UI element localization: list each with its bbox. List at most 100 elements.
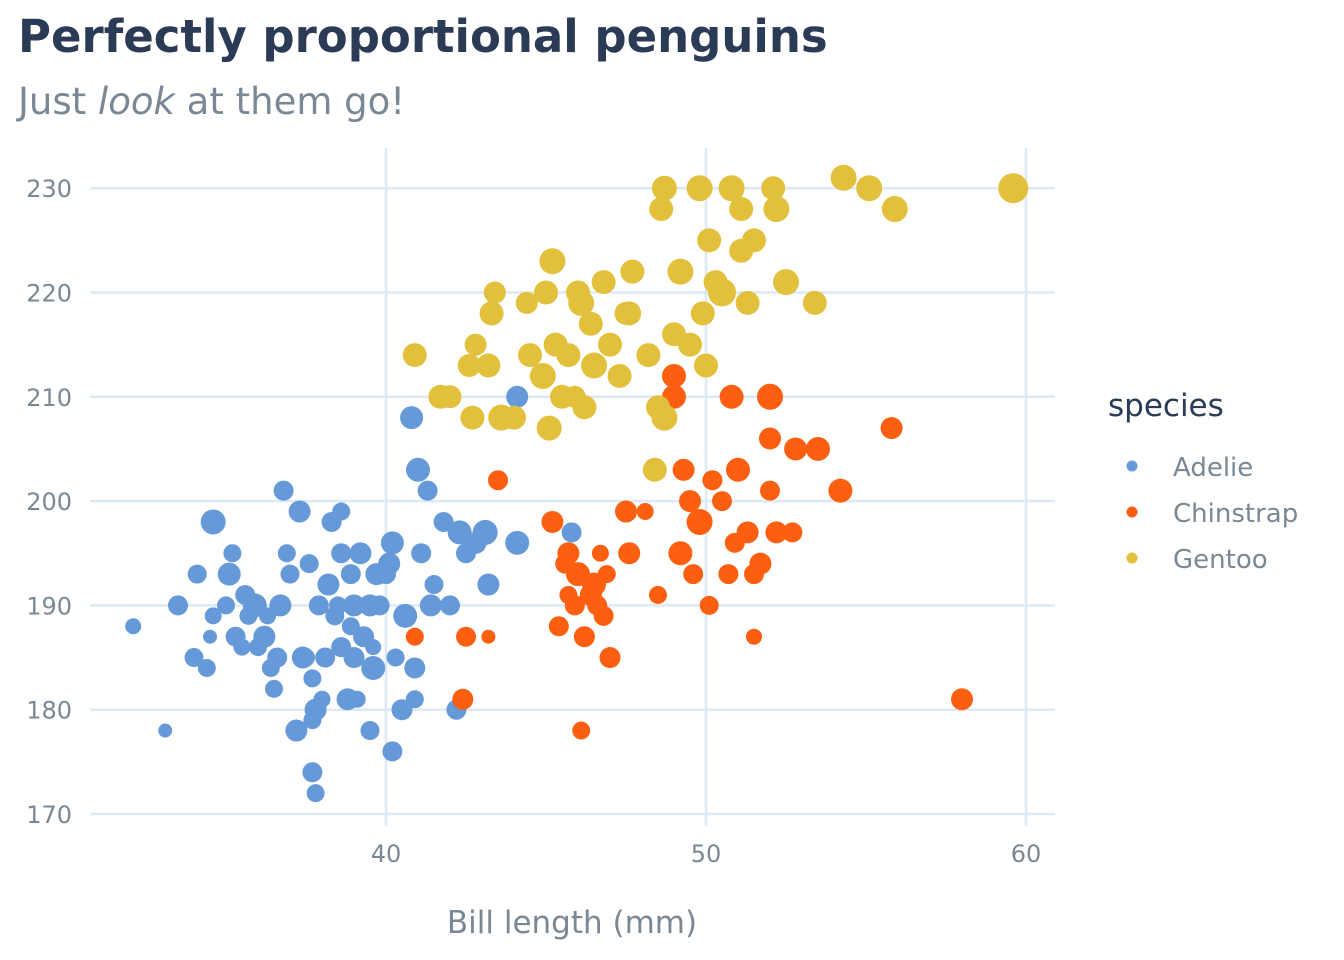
gentoo-point-29 xyxy=(636,343,661,368)
legend: species Adelie Chinstrap Gentoo xyxy=(1108,388,1298,575)
chinstrap-point-37 xyxy=(749,552,772,575)
series-gentoo xyxy=(402,164,1029,482)
gentoo-point-23 xyxy=(581,352,607,379)
chinstrap-point-3 xyxy=(481,629,496,644)
y-tick-label-6: 230 xyxy=(26,175,72,203)
adelie-point-25 xyxy=(280,564,300,584)
gentoo-point-14 xyxy=(534,280,558,305)
series-chinstrap xyxy=(405,363,973,740)
adelie-point-67 xyxy=(477,573,500,596)
gentoo-point-41 xyxy=(729,197,754,222)
chinstrap-point-32 xyxy=(718,564,739,585)
adelie-point-44 xyxy=(349,542,372,565)
adelie-point-56 xyxy=(404,657,426,679)
x-tick-label-2: 60 xyxy=(1011,840,1042,868)
gentoo-point-42 xyxy=(735,290,760,315)
x-tick-label-0: 40 xyxy=(371,840,402,868)
y-tick-label-2: 190 xyxy=(26,592,72,620)
chinstrap-point-1 xyxy=(452,688,474,710)
x-axis-title: Bill length (mm) xyxy=(447,905,697,941)
chinstrap-point-29 xyxy=(699,595,719,615)
gentoo-point-40 xyxy=(718,175,745,202)
adelie-point-66 xyxy=(472,519,498,545)
chart-title: Perfectly proportional penguins xyxy=(18,10,828,63)
adelie-point-29 xyxy=(299,554,319,574)
y-tick-label-3: 200 xyxy=(26,488,72,516)
legend-label-adelie: Adelie xyxy=(1173,453,1253,483)
adelie-point-62 xyxy=(440,595,460,616)
adelie-point-10 xyxy=(217,562,241,586)
adelie-point-55 xyxy=(400,406,424,430)
chinstrap-point-11 xyxy=(572,721,591,740)
adelie-point-6 xyxy=(203,629,217,644)
gentoo-point-28 xyxy=(620,259,645,284)
gentoo-point-30 xyxy=(642,457,667,482)
gentoo-point-58 xyxy=(703,270,728,295)
chinstrap-point-22 xyxy=(662,363,686,388)
data-points xyxy=(125,164,1029,803)
adelie-point-61 xyxy=(433,511,454,532)
adelie-point-38 xyxy=(329,596,347,615)
adelie-point-79 xyxy=(291,646,314,669)
adelie-point-81 xyxy=(302,762,323,783)
chinstrap-point-52 xyxy=(587,595,608,616)
legend-key-gentoo xyxy=(1126,552,1138,564)
chinstrap-point-4 xyxy=(488,470,508,491)
chinstrap-point-5 xyxy=(541,510,564,533)
chinstrap-point-21 xyxy=(649,585,667,604)
adelie-point-86 xyxy=(405,690,424,709)
adelie-point-70 xyxy=(561,522,582,543)
gentoo-point-10 xyxy=(502,405,526,430)
gentoo-point-32 xyxy=(651,404,678,431)
chinstrap-point-30 xyxy=(702,470,723,491)
chinstrap-point-27 xyxy=(683,564,704,585)
gentoo-point-22 xyxy=(578,311,603,336)
gentoo-point-54 xyxy=(617,301,642,326)
adelie-point-74 xyxy=(343,594,365,617)
legend-label-chinstrap: Chinstrap xyxy=(1173,499,1298,529)
adelie-point-51 xyxy=(380,531,404,555)
adelie-point-39 xyxy=(331,543,352,564)
gentoo-point-57 xyxy=(563,385,586,408)
adelie-point-83 xyxy=(382,741,403,762)
chinstrap-point-45 xyxy=(880,417,903,440)
adelie-point-82 xyxy=(306,784,325,803)
chart-subtitle: Just look at them go! xyxy=(18,80,405,123)
grid xyxy=(90,148,1055,826)
adelie-point-76 xyxy=(419,594,442,617)
gentoo-point-15 xyxy=(536,415,562,441)
chinstrap-point-51 xyxy=(597,565,616,584)
adelie-point-32 xyxy=(308,595,329,616)
chinstrap-point-34 xyxy=(726,457,750,482)
adelie-point-3 xyxy=(184,648,204,668)
adelie-point-43 xyxy=(348,690,366,708)
chinstrap-point-44 xyxy=(828,478,853,503)
adelie-point-77 xyxy=(359,594,381,617)
legend-key-adelie xyxy=(1126,460,1138,472)
gentoo-point-24 xyxy=(591,270,616,295)
chinstrap-point-20 xyxy=(636,503,654,521)
chinstrap-point-43 xyxy=(806,436,830,461)
adelie-point-69 xyxy=(505,530,530,555)
gentoo-point-36 xyxy=(686,175,713,202)
gentoo-point-55 xyxy=(690,301,715,326)
adelie-point-30 xyxy=(303,669,322,688)
gentoo-point-4 xyxy=(460,405,485,430)
gentoo-point-51 xyxy=(998,173,1029,204)
gentoo-point-2 xyxy=(438,385,462,409)
gentoo-point-16 xyxy=(539,248,566,275)
chinstrap-point-12 xyxy=(573,626,595,648)
y-tick-label-5: 220 xyxy=(26,280,72,308)
chinstrap-point-2 xyxy=(456,626,476,647)
subtitle-post: at them go! xyxy=(174,80,406,123)
gentoo-point-6 xyxy=(476,353,501,378)
legend-key-chinstrap xyxy=(1126,506,1138,518)
legend-title: species xyxy=(1108,388,1224,424)
adelie-point-0 xyxy=(125,618,142,635)
x-tick-label-1: 50 xyxy=(691,840,722,868)
chinstrap-point-38 xyxy=(757,383,783,410)
adelie-point-72 xyxy=(273,480,294,501)
adelie-point-34 xyxy=(315,647,336,668)
chinstrap-point-39 xyxy=(759,427,781,450)
